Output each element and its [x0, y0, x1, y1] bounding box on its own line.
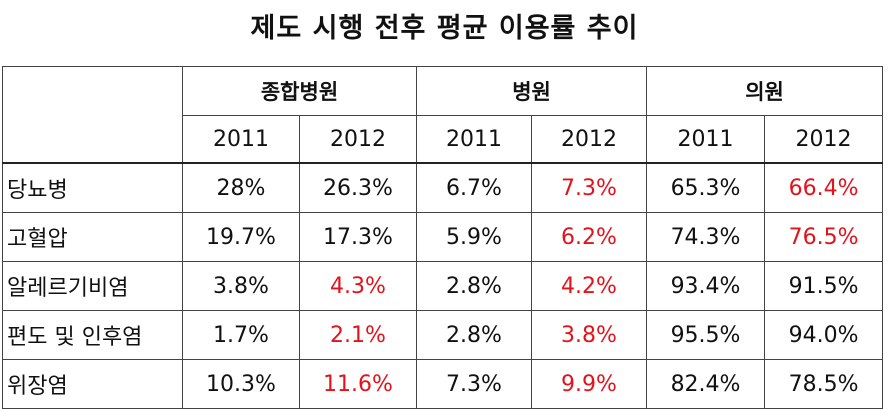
year-header: 2011: [416, 115, 532, 164]
table-cell: 9.9%: [530, 359, 648, 409]
year-header: 2011: [646, 115, 766, 164]
group-header-general-hospital: 종합병원: [182, 66, 417, 116]
table-cell: 2.1%: [299, 310, 417, 360]
year-header: 2012: [530, 115, 648, 164]
table-cell: 74.3%: [646, 212, 766, 262]
table-cell: 95.5%: [646, 310, 766, 360]
group-header-clinic: 의원: [646, 66, 884, 116]
table-cell: 1.7%: [182, 310, 300, 360]
table-cell: 6.2%: [530, 212, 648, 262]
year-header-row: 2011 2012 2011 2012 2011 2012: [2, 115, 884, 164]
group-header-row: 종합병원 병원 의원: [2, 66, 884, 164]
table-cell: 2.8%: [416, 310, 532, 360]
table-cell: 66.4%: [764, 162, 884, 213]
row-label: 편도 및 인후염: [2, 310, 183, 360]
year-header: 2011: [182, 115, 300, 164]
table-cell: 4.3%: [299, 261, 417, 311]
row-label: 당뇨병: [2, 162, 183, 213]
table-cell: 93.4%: [646, 261, 766, 311]
table-row: 위장염 10.3% 11.6% 7.3% 9.9% 82.4% 78.5%: [2, 359, 884, 409]
table-cell: 6.7%: [416, 162, 532, 213]
table-cell: 5.9%: [416, 212, 532, 262]
group-header-hospital: 병원: [415, 66, 648, 116]
table-row: 당뇨병 28% 26.3% 6.7% 7.3% 65.3% 66.4%: [2, 162, 884, 213]
table-row: 편도 및 인후염 1.7% 2.1% 2.8% 3.8% 95.5% 94.0%: [2, 310, 884, 360]
table-cell: 82.4%: [646, 359, 766, 409]
table-cell: 3.8%: [182, 261, 300, 311]
table-cell: 2.8%: [416, 261, 532, 311]
table-cell: 76.5%: [764, 212, 884, 262]
table-cell: 94.0%: [764, 310, 884, 360]
table-cell: 19.7%: [182, 212, 300, 262]
row-label: 고혈압: [2, 212, 183, 262]
row-label: 알레르기비염: [2, 261, 183, 311]
table-cell: 17.3%: [299, 212, 417, 262]
table-body: 당뇨병 28% 26.3% 6.7% 7.3% 65.3% 66.4% 고혈압 19.7% 17.…: [2, 162, 884, 409]
table-cell: 11.6%: [299, 359, 417, 409]
table-cell: 4.2%: [530, 261, 648, 311]
corner-cell: [2, 66, 183, 164]
table-cell: 10.3%: [182, 359, 300, 409]
table-row: 고혈압 19.7% 17.3% 5.9% 6.2% 74.3% 76.5%: [2, 212, 884, 262]
year-header: 2012: [764, 115, 884, 164]
table-cell: 7.3%: [530, 162, 648, 213]
page-title: 제도 시행 전후 평균 이용률 추이: [250, 13, 639, 44]
table-cell: 28%: [182, 162, 300, 213]
usage-rate-table: 종합병원 병원 의원 2011 2012 2011 2012 2011 2012…: [2, 66, 884, 409]
table-cell: 78.5%: [764, 359, 884, 409]
row-label: 위장염: [2, 359, 183, 409]
table-row: 알레르기비염 3.8% 4.3% 2.8% 4.2% 93.4% 91.5%: [2, 261, 884, 311]
table-cell: 3.8%: [530, 310, 648, 360]
table-cell: 91.5%: [764, 261, 884, 311]
table-cell: 26.3%: [299, 162, 417, 213]
year-header: 2012: [299, 115, 417, 164]
table-cell: 65.3%: [646, 162, 766, 213]
table-cell: 7.3%: [416, 359, 532, 409]
